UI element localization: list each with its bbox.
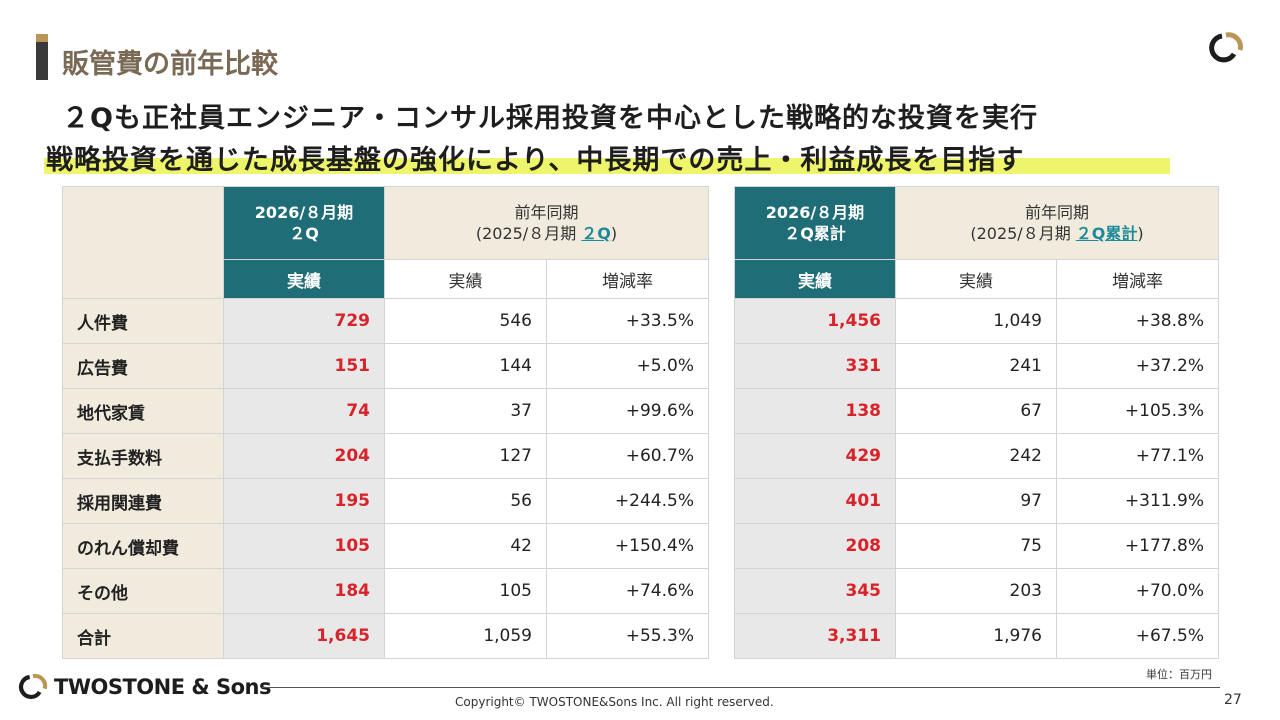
change-rate: +5.0% <box>546 343 709 389</box>
table-row: 208 75 +177.8% <box>734 523 1219 569</box>
table-row: 広告費 151 144 +5.0% <box>62 343 709 389</box>
current-value: 105 <box>223 523 385 569</box>
prior-value: 67 <box>895 388 1057 434</box>
prior-value: 241 <box>895 343 1057 389</box>
prior-value: 42 <box>384 523 547 569</box>
table-row: 401 97 +311.9% <box>734 478 1219 524</box>
current-value: 3,311 <box>734 613 896 659</box>
table-row: のれん償却費 105 42 +150.4% <box>62 523 709 569</box>
prior-value: 1,059 <box>384 613 547 659</box>
row-label: 広告費 <box>62 343 224 389</box>
page-number: 27 <box>1224 692 1242 708</box>
page-title: 販管費の前年比較 <box>62 49 278 80</box>
current-value: 429 <box>734 433 896 479</box>
change-rate: +77.1% <box>1056 433 1219 479</box>
subheader-change-rate: 増減率 <box>546 259 709 299</box>
current-value: 1,645 <box>223 613 385 659</box>
prior-period-link[interactable]: ２Q累計 <box>1075 224 1138 243</box>
change-rate: +311.9% <box>1056 478 1219 524</box>
headline-highlighted: 戦略投資を通じた成長基盤の強化により、中長期での売上・利益成長を目指す <box>44 138 1170 176</box>
footer-divider <box>262 687 1220 688</box>
change-rate: +33.5% <box>546 298 709 344</box>
current-value: 138 <box>734 388 896 434</box>
copyright-text: Copyright© TWOSTONE&Sons Inc. All right … <box>455 695 774 709</box>
table-row: 支払手数料 204 127 +60.7% <box>62 433 709 479</box>
change-rate: +74.6% <box>546 568 709 614</box>
current-value: 151 <box>223 343 385 389</box>
change-rate: +150.4% <box>546 523 709 569</box>
current-value: 401 <box>734 478 896 524</box>
current-value: 1,456 <box>734 298 896 344</box>
table-row: その他 184 105 +74.6% <box>62 568 709 614</box>
current-value: 208 <box>734 523 896 569</box>
change-rate: +67.5% <box>1056 613 1219 659</box>
prior-value: 242 <box>895 433 1057 479</box>
row-label: その他 <box>62 568 224 614</box>
prior-period-header: 前年同期 (2025/８月期 ２Q) <box>384 186 709 260</box>
table-row: 採用関連費 195 56 +244.5% <box>62 478 709 524</box>
row-label: のれん償却費 <box>62 523 224 569</box>
title-accent-bar <box>36 34 48 80</box>
current-period-header: 2026/８月期 ２Q <box>223 186 385 260</box>
prior-value: 546 <box>384 298 547 344</box>
current-value: 204 <box>223 433 385 479</box>
row-label: 支払手数料 <box>62 433 224 479</box>
table-row: 合計 1,645 1,059 +55.3% <box>62 613 709 659</box>
current-value: 184 <box>223 568 385 614</box>
subheader-actual-current: 実績 <box>734 259 896 299</box>
prior-value: 97 <box>895 478 1057 524</box>
prior-value: 75 <box>895 523 1057 569</box>
change-rate: +60.7% <box>546 433 709 479</box>
prior-period-link[interactable]: ２Q <box>581 224 611 243</box>
table-row: 1,456 1,049 +38.8% <box>734 298 1219 344</box>
cumulative-expense-table: 2026/８月期 ２Q累計 前年同期 (2025/８月期 ２Q累計) 実績 実績… <box>734 186 1219 659</box>
subheader-actual-current: 実績 <box>223 259 385 299</box>
change-rate: +37.2% <box>1056 343 1219 389</box>
current-value: 331 <box>734 343 896 389</box>
row-label: 合計 <box>62 613 224 659</box>
subheader-actual-prior: 実績 <box>895 259 1057 299</box>
prior-period-header: 前年同期 (2025/８月期 ２Q累計) <box>895 186 1219 260</box>
change-rate: +55.3% <box>546 613 709 659</box>
prior-value: 203 <box>895 568 1057 614</box>
row-label: 採用関連費 <box>62 478 224 524</box>
table-row: 地代家賃 74 37 +99.6% <box>62 388 709 434</box>
prior-value: 37 <box>384 388 547 434</box>
change-rate: +244.5% <box>546 478 709 524</box>
prior-value: 56 <box>384 478 547 524</box>
brand-logo: TWOSTONE & Sons <box>18 673 272 701</box>
headline-primary: ２Qも正社員エンジニア・コンサル採用投資を中心とした戦略的な投資を実行 <box>62 103 1038 134</box>
prior-value: 1,976 <box>895 613 1057 659</box>
current-value: 345 <box>734 568 896 614</box>
brand-name: TWOSTONE & Sons <box>54 675 272 699</box>
brand-mark-icon <box>19 673 48 699</box>
table-row: 3,311 1,976 +67.5% <box>734 613 1219 659</box>
table-row: 345 203 +70.0% <box>734 568 1219 614</box>
unit-note: 単位：百万円 <box>1146 668 1212 681</box>
current-value: 195 <box>223 478 385 524</box>
subheader-change-rate: 増減率 <box>1056 259 1219 299</box>
change-rate: +105.3% <box>1056 388 1219 434</box>
prior-value: 105 <box>384 568 547 614</box>
prior-value: 1,049 <box>895 298 1057 344</box>
table-row: 429 242 +77.1% <box>734 433 1219 479</box>
company-logo-icon <box>1209 32 1243 63</box>
change-rate: +177.8% <box>1056 523 1219 569</box>
current-value: 74 <box>223 388 385 434</box>
row-label: 人件費 <box>62 298 224 344</box>
quarter-expense-table: 2026/８月期 ２Q 前年同期 (2025/８月期 ２Q) 実績 実績 増減率… <box>62 186 709 659</box>
change-rate: +38.8% <box>1056 298 1219 344</box>
prior-value: 144 <box>384 343 547 389</box>
table-row: 138 67 +105.3% <box>734 388 1219 434</box>
prior-value: 127 <box>384 433 547 479</box>
table-row: 331 241 +37.2% <box>734 343 1219 389</box>
table-corner-cell <box>62 186 224 299</box>
row-label: 地代家賃 <box>62 388 224 434</box>
current-value: 729 <box>223 298 385 344</box>
subheader-actual-prior: 実績 <box>384 259 547 299</box>
table-row: 人件費 729 546 +33.5% <box>62 298 709 344</box>
change-rate: +70.0% <box>1056 568 1219 614</box>
current-period-header: 2026/８月期 ２Q累計 <box>734 186 896 260</box>
change-rate: +99.6% <box>546 388 709 434</box>
